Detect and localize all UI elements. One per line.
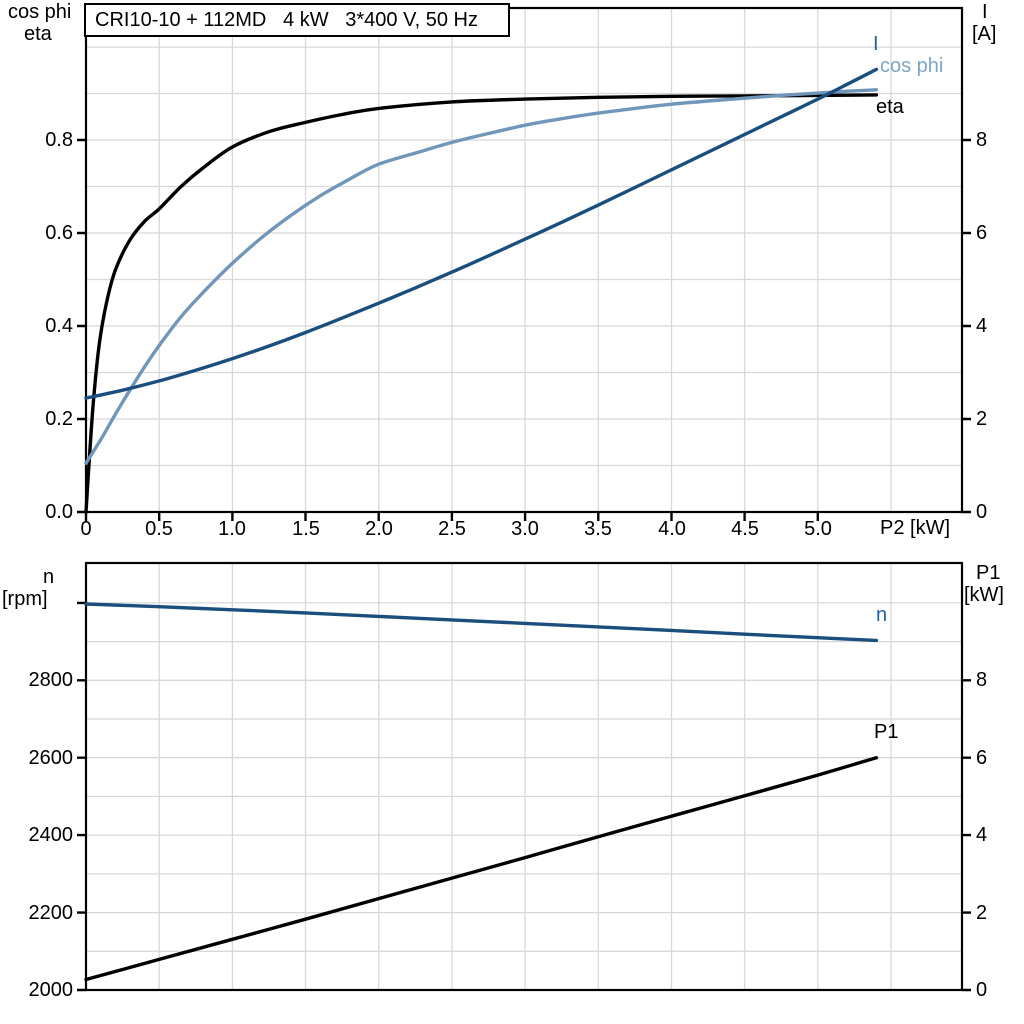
top-left-axis-label-eta: eta: [24, 23, 52, 45]
curve-cos-phi: [84, 88, 879, 465]
x-tick-label: 4.0: [658, 518, 686, 540]
left-tick-label-0: 0.4: [45, 315, 73, 337]
right-tick-label-0: 4: [976, 315, 988, 337]
x-tick-label: 5.0: [804, 518, 832, 540]
curve-I: [84, 67, 879, 400]
x-tick-label: 2.5: [438, 518, 466, 540]
right-tick-label-1: 0: [976, 979, 988, 1001]
left-tick-label-1: 2000: [28, 979, 74, 1001]
bottom-left-axis-label-rpm: [rpm]: [2, 588, 48, 610]
x-tick-label: 1.0: [218, 518, 246, 540]
left-tick-label-1: 2600: [28, 747, 74, 769]
right-tick-label-0: 2: [976, 408, 988, 430]
left-tick-label-0: 0.0: [45, 501, 73, 523]
chart-title: CRI10-10 + 112MD 4 kW 3*400 V, 50 Hz: [95, 8, 478, 31]
x-tick-label: 2.0: [365, 518, 393, 540]
curve-P1: [84, 756, 879, 982]
chart-title-box: CRI10-10 + 112MD 4 kW 3*400 V, 50 Hz: [84, 3, 510, 37]
right-tick-label-0: 8: [976, 129, 988, 151]
right-tick-label-1: 6: [976, 747, 988, 769]
left-tick-label-1: 2400: [28, 824, 74, 846]
top-left-axis-label-cos-phi: cos phi: [8, 1, 72, 23]
x-tick-label: 3.5: [584, 518, 612, 540]
top-right-axis-label-amps: [A]: [972, 23, 997, 45]
right-tick-label-1: 8: [976, 669, 988, 691]
curve-n: [84, 602, 879, 643]
curve-eta: [84, 93, 879, 514]
right-tick-label-1: 2: [976, 902, 988, 924]
bottom-right-axis-label-kw: [kW]: [964, 584, 1004, 606]
right-tick-label-0: 0: [976, 501, 988, 523]
x-tick-label: 0.5: [145, 518, 173, 540]
x-tick-label: 4.5: [731, 518, 759, 540]
right-tick-label-0: 6: [976, 222, 988, 244]
curve-label-i: I: [873, 33, 879, 55]
x-tick-label: 3.0: [511, 518, 539, 540]
left-tick-label-0: 0.2: [45, 408, 73, 430]
left-tick-label-1: 2800: [28, 669, 74, 691]
bottom-right-axis-label-p1: P1: [976, 562, 1001, 584]
curve-label-p1: P1: [874, 721, 899, 743]
x-axis-label-p2: P2 [kW]: [880, 517, 951, 539]
x-tick-label: 0: [80, 518, 92, 540]
curve-label-cos-phi: cos phi: [880, 55, 944, 77]
left-tick-label-0: 0.6: [45, 222, 73, 244]
left-tick-label-0: 0.8: [45, 129, 73, 151]
right-tick-label-1: 4: [976, 824, 988, 846]
curve-label-n: n: [876, 604, 888, 626]
bottom-left-axis-label-n: n: [43, 566, 55, 588]
top-right-axis-label-i: I: [982, 1, 988, 23]
x-tick-label: 1.5: [292, 518, 320, 540]
left-tick-label-1: 2200: [28, 902, 74, 924]
curve-label-eta: eta: [876, 96, 904, 118]
